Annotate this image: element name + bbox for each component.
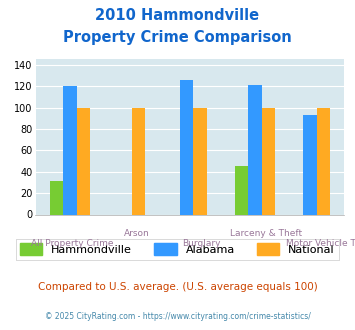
Bar [50,182,63,215]
Text: Motor Vehicle Theft: Motor Vehicle Theft [286,239,355,248]
Bar [262,108,275,214]
Bar [235,166,248,214]
Text: 2010 Hammondville: 2010 Hammondville [95,8,260,23]
Legend: Hammondville, Alabama, National: Hammondville, Alabama, National [16,239,339,260]
Bar [63,86,77,214]
Text: Compared to U.S. average. (U.S. average equals 100): Compared to U.S. average. (U.S. average … [38,282,317,292]
Bar [248,85,262,214]
Bar [317,108,330,214]
Bar [193,108,207,214]
Text: Arson: Arson [124,229,150,238]
Text: Property Crime Comparison: Property Crime Comparison [63,30,292,45]
Bar [180,80,193,214]
Bar [132,108,145,214]
Text: © 2025 CityRating.com - https://www.cityrating.com/crime-statistics/: © 2025 CityRating.com - https://www.city… [45,312,310,321]
Text: Burglary: Burglary [182,239,220,248]
Bar [77,108,90,214]
Text: Larceny & Theft: Larceny & Theft [230,229,302,238]
Text: All Property Crime: All Property Crime [31,239,114,248]
Bar [303,115,317,214]
